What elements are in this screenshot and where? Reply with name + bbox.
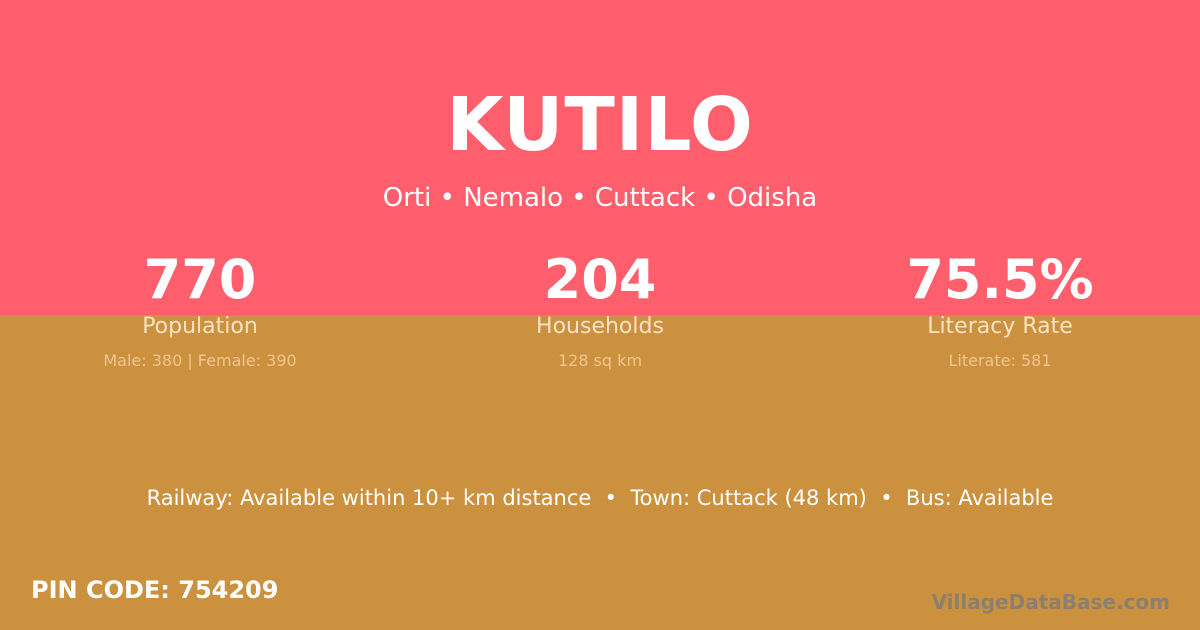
footer-band bbox=[0, 315, 1200, 630]
header-band bbox=[0, 0, 1200, 315]
stat-label: Literacy Rate bbox=[927, 314, 1073, 339]
stat-detail: 128 sq km bbox=[557, 351, 643, 370]
village-name: KUTILO bbox=[446, 82, 754, 168]
stat-households: 204 Households 128 sq km bbox=[400, 248, 800, 370]
stat-detail: Male: 380 | Female: 390 bbox=[103, 351, 297, 370]
stat-value: 770 bbox=[143, 248, 257, 311]
stat-population: 770 Population Male: 380 | Female: 390 bbox=[0, 248, 400, 370]
location-breadcrumb: Orti • Nemalo • Cuttack • Odisha bbox=[382, 183, 818, 213]
stat-detail: Literate: 581 bbox=[948, 351, 1052, 370]
stat-value: 204 bbox=[543, 248, 657, 311]
brand-watermark: VillageDataBase.com bbox=[931, 590, 1170, 614]
stat-literacy: 75.5% Literacy Rate Literate: 581 bbox=[800, 248, 1200, 370]
stat-value: 75.5% bbox=[906, 248, 1094, 311]
transport-info: Railway: Available within 10+ km distanc… bbox=[146, 486, 1054, 510]
pin-code: PIN CODE: 754209 bbox=[31, 576, 279, 604]
stat-label: Population bbox=[142, 314, 258, 339]
stat-label: Households bbox=[536, 314, 664, 339]
